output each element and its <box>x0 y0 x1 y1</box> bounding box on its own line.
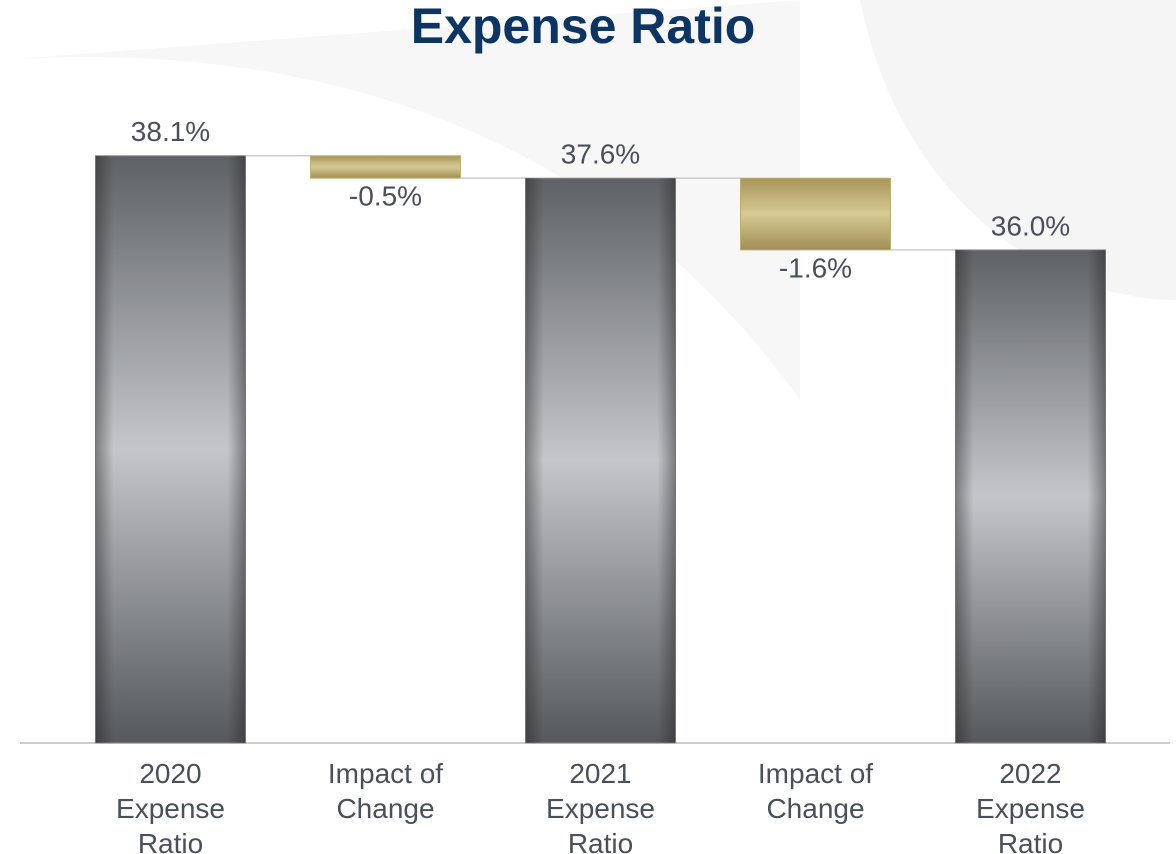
value-label: 36.0% <box>991 210 1070 241</box>
x-tick-label: Impact of Change <box>327 758 444 824</box>
value-label: 38.1% <box>131 116 210 147</box>
x-tick-label: 2022 Expense Ratio <box>976 758 1085 854</box>
chart-title: Expense Ratio <box>411 0 756 54</box>
value-label: -0.5% <box>349 181 422 212</box>
bar-shade <box>525 178 676 743</box>
x-tick-label: Impact of Change <box>757 758 874 824</box>
bar-shade <box>95 155 246 744</box>
bar <box>310 155 461 179</box>
bar-shade <box>955 249 1106 743</box>
value-label: -1.6% <box>779 252 852 283</box>
background-swirl <box>0 0 800 400</box>
value-label: 37.6% <box>561 139 640 170</box>
x-tick-label: 2021 Expense Ratio <box>546 758 655 854</box>
x-tick-label: 2020 Expense Ratio <box>116 758 225 854</box>
background-swirl <box>860 0 1176 300</box>
bar <box>740 177 891 251</box>
